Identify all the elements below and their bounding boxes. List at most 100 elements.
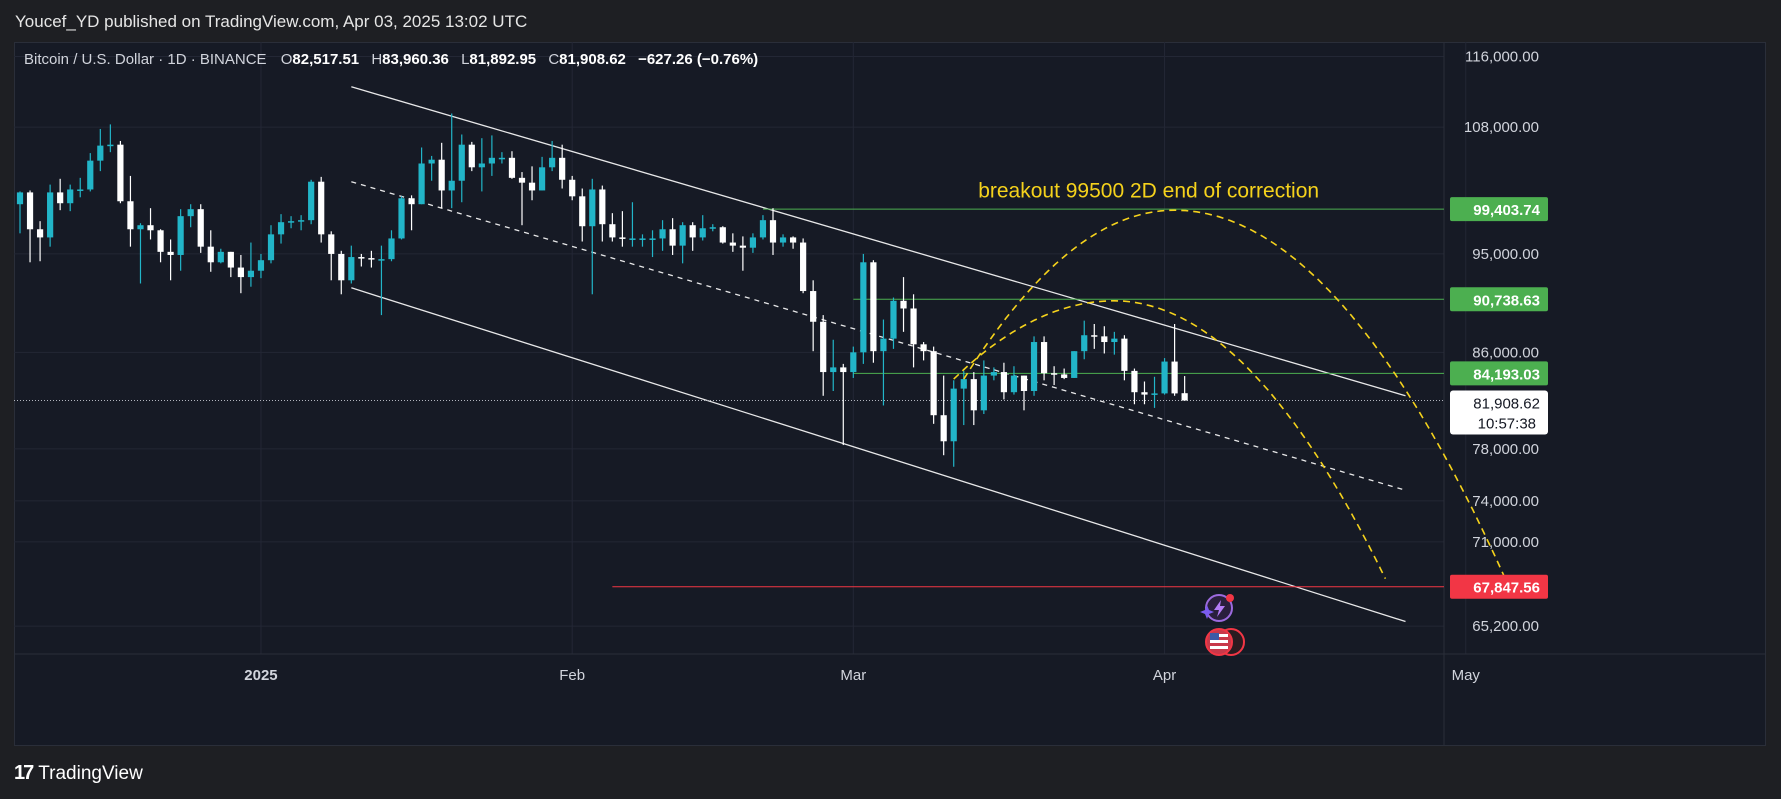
candle-body [468,144,475,168]
candle-body [900,300,907,309]
candle [308,179,315,225]
candle-body [649,238,656,240]
candle [237,254,244,294]
candle [97,128,104,172]
candle-body [629,238,636,240]
tradingview-logo[interactable]: 17 TradingView [14,762,143,785]
candle [769,208,777,255]
candle-body [1000,372,1008,393]
annotation-text: breakout 99500 2D end of correction [978,179,1319,202]
candle-body [257,260,265,271]
candle [1010,366,1018,395]
candle [619,211,626,247]
publisher-text: Youcef_YD published on TradingView.com, … [15,12,528,31]
candle [398,196,405,240]
candle-body [1081,335,1088,352]
candle-body [398,198,405,239]
candle [127,175,134,247]
candle-body [970,379,977,411]
candle-body [840,367,847,373]
candle [117,140,124,204]
candle-body [739,245,746,248]
event-markers[interactable] [1200,594,1245,656]
candle [488,135,495,176]
lightning-event-icon[interactable] [1200,594,1234,622]
candle-body [137,225,144,230]
x-tick-label: Apr [1153,667,1176,684]
candle [719,226,726,244]
candle-body [36,229,44,238]
candle [649,230,656,258]
candle [378,245,385,316]
time-axis: 2025 Feb Mar Apr May [244,667,1480,684]
candle [498,152,506,164]
candle-body [227,251,234,268]
candle-body [1151,393,1158,395]
candle [900,277,907,332]
candle [247,242,255,287]
candle [759,215,767,240]
price-chart[interactable]: 116,000.00 108,000.00 95,000.00 86,000.00 78… [14,42,1766,746]
candle [679,222,686,264]
candle [860,253,867,364]
candle [1181,376,1188,401]
candle [569,175,576,201]
candle [508,151,516,179]
candle [1040,336,1048,381]
candle [518,172,526,226]
candle-body [528,182,536,191]
candle [920,342,927,361]
candle-body [880,338,887,352]
candle [729,233,736,252]
candle-body [177,216,184,255]
legend-low: 81,892.95 [469,51,536,68]
candle-body [709,227,716,229]
candle [850,346,857,378]
candle [538,156,546,191]
candle [157,229,164,263]
candle-body [458,144,465,181]
candle-body [197,209,204,247]
candle [990,367,997,381]
candle [890,297,897,349]
candle [36,221,44,262]
legend-open-label: O [281,51,293,68]
candle [177,209,184,271]
candle-body [107,144,114,147]
candle-body [247,270,255,278]
candle-body [870,262,877,352]
candle [980,360,987,414]
us-flag-event-icon[interactable] [1205,628,1245,656]
candle-body [810,291,817,322]
candle [1171,323,1178,396]
candle [1151,376,1158,408]
candle-body [689,225,696,238]
y-tick-label: 65,200.00 [1472,618,1539,635]
candle-body [428,159,435,164]
candle [458,134,465,203]
candle-body [57,192,64,204]
candle-body [498,157,506,160]
y-tick-label: 108,000.00 [1464,119,1539,136]
level-price-label: 90,738.63 [1450,287,1548,312]
candle-body [910,308,917,345]
candle-body [358,257,365,259]
candle [318,176,325,243]
candle-body [679,225,686,246]
x-tick-label: 2025 [244,667,277,684]
y-tick-label: 71,000.00 [1472,534,1539,551]
candle-body [1010,375,1018,393]
candle [16,191,24,234]
candle [1081,320,1088,360]
candle-body [789,237,797,243]
candle [629,202,636,247]
candle-body [749,237,757,248]
candle-body [538,167,546,191]
candle [870,260,877,363]
candle [659,220,666,251]
candle-body [930,351,937,416]
candle [147,208,154,240]
candle [709,224,716,232]
candle [1141,381,1148,405]
candle-body [267,234,275,261]
